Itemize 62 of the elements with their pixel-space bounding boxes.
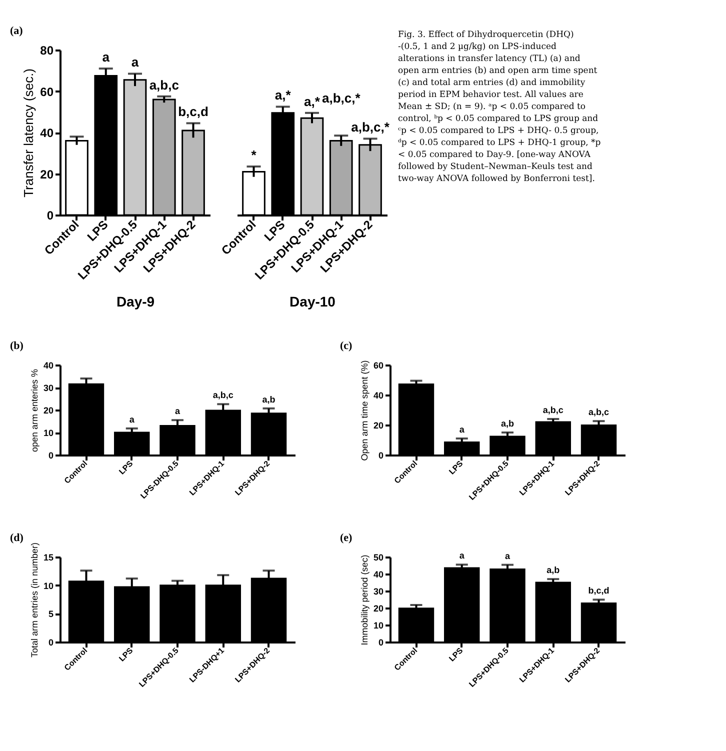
x-axis-title: Day-9 — [116, 294, 155, 310]
annotation: b,c,d — [588, 586, 610, 596]
annotation: a — [459, 550, 466, 561]
text: (b) — [10, 340, 24, 352]
y-tick-label: 0 — [378, 450, 384, 460]
y-tick-label: 0 — [378, 638, 384, 648]
y-axis-title: Total arm entries (in number) — [29, 542, 40, 658]
y-tick-label: 5 — [48, 609, 54, 620]
y-tick-label: 10 — [43, 580, 54, 591]
annotation: a,b,c — [542, 405, 564, 415]
y-tick-label: 10 — [43, 428, 54, 438]
annotation: a,b,c — [149, 77, 179, 92]
y-tick-label: 60 — [40, 84, 54, 99]
y-axis-title: Immobility period (sec) — [359, 554, 370, 646]
x-tick-label: LPS — [447, 458, 466, 476]
annotation: a — [174, 406, 181, 416]
annotation: a,b,c,* — [351, 120, 390, 135]
text: (c) — [340, 340, 353, 352]
x-tick-label: LPS — [447, 646, 466, 664]
y-tick-label: 20 — [373, 420, 384, 430]
y-axis-title: Open arm time spent (%) — [359, 360, 370, 461]
y-tick-label: 20 — [43, 406, 54, 416]
annotation: a — [129, 414, 136, 424]
annotation: a,* — [304, 94, 321, 109]
y-tick-label: 40 — [373, 390, 384, 400]
y-tick-label: 60 — [373, 360, 384, 370]
y-tick-label: 80 — [40, 44, 54, 58]
annotation: a — [459, 424, 466, 434]
y-tick-label: 40 — [373, 570, 384, 580]
y-tick-label: 50 — [373, 552, 384, 562]
x-tick-label: LPS — [117, 458, 136, 476]
annotation: a,* — [274, 88, 292, 103]
y-tick-label: 20 — [373, 604, 384, 614]
x-axis-title: Day-10 — [290, 294, 336, 310]
text: (d) — [10, 532, 24, 544]
annotation: a,b — [262, 394, 276, 404]
annotation: a,b — [500, 418, 514, 428]
y-tick-label: 40 — [40, 126, 54, 140]
y-tick-label: 0 — [48, 450, 54, 460]
y-tick-label: 10 — [373, 620, 384, 630]
y-axis-title: Transfer latency (sec.) — [21, 68, 36, 198]
y-tick-label: 40 — [43, 360, 54, 370]
y-tick-label: 15 — [43, 552, 54, 562]
y-tick-label: 0 — [48, 638, 54, 648]
annotation: a — [131, 54, 140, 70]
x-tick-label: LPS — [117, 646, 136, 664]
text: (a) — [10, 25, 24, 37]
annotation: a,b — [546, 565, 560, 576]
annotation: a,b,c — [212, 390, 234, 400]
annotation: a,b,c — [588, 407, 610, 418]
y-tick-label: 0 — [46, 208, 54, 222]
y-tick-label: 20 — [40, 167, 54, 182]
y-tick-label: 30 — [373, 586, 384, 596]
annotation: b,c,d — [178, 104, 208, 120]
annotation: * — [251, 148, 258, 163]
annotation: a,b,c,* — [322, 90, 362, 106]
text: Fig. 3. Effect of Dihydroquercetin (DHQ) -(0.5, 1 and 2 µg/kg) on LPS-induced alterations in transfer latency (TL) (a) and open arm entries (b) and open arm time spent (c) and total arm entries (d) and immobility period in EPM behavior test. All values are Mean ± SD; (n = 9). ᵃp < 0.05 compared to control, ᵇp < 0.05 compared to LPS group and ᶜp < 0.05 compared to LPS + DHQ- 0.5 group, ᵈp < 0.05 compared to LPS + DHQ-1 group, *p < 0.05 compared to Day-9. [one-way ANOVA followed by Student–Newman–Keuls test and two-way ANOVA followed by Bonferroni test]. — [398, 30, 601, 184]
text: (e) — [340, 532, 353, 544]
annotation: a — [504, 550, 511, 561]
annotation: a — [102, 50, 110, 65]
y-axis-title: open arm enteries % — [29, 368, 40, 452]
y-tick-label: 30 — [43, 383, 54, 393]
